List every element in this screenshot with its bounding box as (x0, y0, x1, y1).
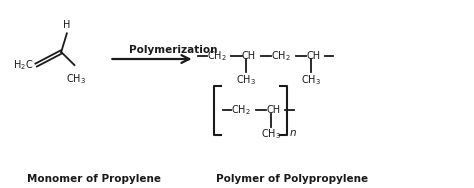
Text: CH: CH (242, 51, 256, 61)
Text: CH$_2$: CH$_2$ (231, 103, 251, 117)
Text: CH$_3$: CH$_3$ (261, 128, 281, 142)
Text: CH: CH (266, 105, 281, 115)
Text: Polymer of Polypropylene: Polymer of Polypropylene (216, 174, 368, 184)
Text: CH$_2$: CH$_2$ (207, 49, 227, 63)
Text: CH: CH (306, 51, 320, 61)
Text: n: n (290, 128, 297, 138)
Text: Monomer of Propylene: Monomer of Propylene (27, 174, 161, 184)
Text: H$_2$C: H$_2$C (13, 58, 34, 72)
Text: CH$_2$: CH$_2$ (271, 49, 291, 63)
Text: CH$_3$: CH$_3$ (237, 73, 256, 87)
Text: Polymerization: Polymerization (129, 45, 218, 55)
Text: CH$_3$: CH$_3$ (301, 73, 321, 87)
Text: CH$_3$: CH$_3$ (66, 72, 86, 86)
Text: H: H (63, 20, 71, 30)
